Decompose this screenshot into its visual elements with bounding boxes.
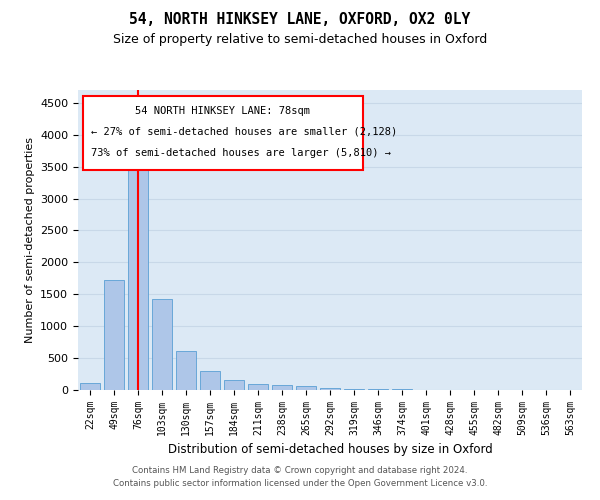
Bar (128, 166, 148, 390)
FancyBboxPatch shape (83, 96, 363, 170)
Bar (320, 388, 340, 390)
Bar (104, 280, 124, 390)
Text: Contains HM Land Registry data © Crown copyright and database right 2024.
Contai: Contains HM Land Registry data © Crown c… (113, 466, 487, 487)
Bar (176, 351, 196, 390)
Text: 54 NORTH HINKSEY LANE: 78sqm: 54 NORTH HINKSEY LANE: 78sqm (136, 106, 310, 117)
X-axis label: Distribution of semi-detached houses by size in Oxford: Distribution of semi-detached houses by … (167, 444, 493, 456)
Bar (344, 389, 364, 390)
Bar (248, 384, 268, 390)
Text: 73% of semi-detached houses are larger (5,810) →: 73% of semi-detached houses are larger (… (91, 148, 391, 158)
Y-axis label: Number of semi-detached properties: Number of semi-detached properties (25, 137, 35, 343)
Bar (152, 298, 172, 390)
Text: Size of property relative to semi-detached houses in Oxford: Size of property relative to semi-detach… (113, 32, 487, 46)
Bar (224, 380, 244, 390)
Bar (80, 383, 100, 390)
Text: ← 27% of semi-detached houses are smaller (2,128): ← 27% of semi-detached houses are smalle… (91, 126, 397, 136)
Text: 54, NORTH HINKSEY LANE, OXFORD, OX2 0LY: 54, NORTH HINKSEY LANE, OXFORD, OX2 0LY (130, 12, 470, 28)
Bar (200, 372, 220, 390)
Bar (272, 385, 292, 390)
Bar (296, 386, 316, 390)
